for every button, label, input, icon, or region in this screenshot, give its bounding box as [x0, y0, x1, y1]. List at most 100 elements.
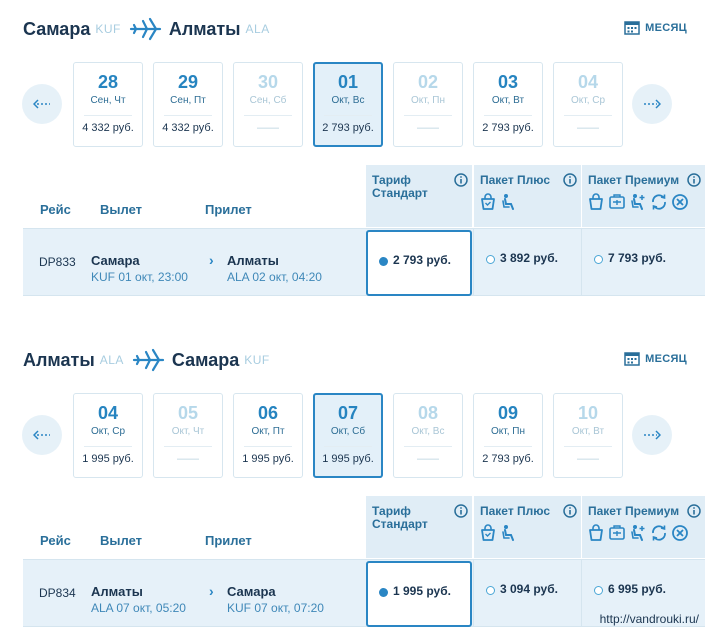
date-number: 30 [257, 72, 279, 92]
price-standard: 2 793 руб. [393, 253, 451, 267]
date-weekday: Сен, Пт [170, 95, 206, 106]
arrow-left-icon [33, 99, 50, 109]
tariff-plus-header[interactable]: Пакет Плюс [474, 165, 581, 227]
divider [244, 446, 292, 447]
to-code: ALA [245, 22, 270, 36]
tariff-standard-title-2: Стандарт [372, 517, 428, 531]
date-cell[interactable]: 06 Окт, Пт 1 995 руб. [233, 393, 303, 478]
price-option-premium[interactable]: 6 995 руб. [582, 560, 705, 626]
month-button[interactable]: МЕСЯЦ [624, 351, 687, 366]
header-flight: Рейс [40, 202, 71, 217]
cancel-icon [672, 194, 688, 210]
info-icon[interactable] [563, 173, 577, 187]
from-city: Самара [23, 18, 91, 39]
departure-time: ALA 07 окт, 05:20 [91, 601, 186, 615]
month-label: МЕСЯЦ [645, 352, 687, 365]
divider [164, 115, 212, 116]
flight-row[interactable]: DP833 Самара KUF 01 окт, 23:00 › Алматы … [23, 228, 705, 296]
date-price: 2 793 руб. [482, 122, 534, 134]
info-icon[interactable] [687, 173, 701, 187]
departure-time: KUF 01 окт, 23:00 [91, 270, 188, 284]
tariff-standard-header[interactable]: Тариф Стандарт [366, 165, 472, 227]
date-cell[interactable]: 08 Окт, Вс —— [393, 393, 463, 478]
radio-selected-icon [379, 588, 388, 597]
date-cell[interactable]: 28 Сен, Чт 4 332 руб. [73, 62, 143, 147]
next-dates-button[interactable] [632, 415, 672, 455]
divider [484, 115, 532, 116]
info-icon[interactable] [687, 504, 701, 518]
date-number: 06 [257, 403, 279, 423]
month-label: МЕСЯЦ [645, 21, 687, 34]
divider [164, 446, 212, 447]
date-weekday: Окт, Чт [171, 426, 205, 437]
date-number: 09 [497, 403, 519, 423]
date-weekday: Окт, Ср [90, 426, 126, 437]
date-cell[interactable]: 29 Сен, Пт 4 332 руб. [153, 62, 223, 147]
to-city: Самара [171, 349, 240, 370]
date-cell[interactable]: 03 Окт, Вт 2 793 руб. [473, 62, 543, 147]
header-arrival: Прилет [205, 202, 252, 217]
date-number: 04 [97, 403, 119, 423]
date-cell[interactable]: 30 Сен, Сб —— [233, 62, 303, 147]
date-number: 10 [577, 403, 599, 423]
info-icon[interactable] [563, 504, 577, 518]
tariff-premium-header[interactable]: Пакет Премиум [582, 165, 705, 227]
date-cell[interactable]: 04 Окт, Ср —— [553, 62, 623, 147]
date-cell[interactable]: 09 Окт, Пн 2 793 руб. [473, 393, 543, 478]
date-price: —— [177, 453, 199, 465]
date-cell[interactable]: 02 Окт, Пн —— [393, 62, 463, 147]
arrival-city: Алматы [227, 253, 279, 268]
seat-icon [502, 525, 514, 541]
radio-icon [594, 255, 603, 264]
tariff-plus-title: Пакет Плюс [480, 504, 551, 518]
price-option-standard[interactable]: 2 793 руб. [366, 230, 472, 296]
bag-icon [481, 193, 495, 210]
route-header: Самара KUF Алматы ALA [23, 14, 278, 44]
arrow-left-icon [33, 430, 50, 440]
price-option-premium[interactable]: 7 793 руб. [582, 229, 705, 295]
tariff-standard-title: Тариф Стандарт [372, 505, 428, 531]
month-button[interactable]: МЕСЯЦ [624, 20, 687, 35]
date-price: 4 332 руб. [82, 122, 134, 134]
date-cell-selected[interactable]: 07 Окт, Сб 1 995 руб. [313, 393, 383, 478]
price-option-plus[interactable]: 3 892 руб. [474, 229, 581, 295]
radio-selected-icon [379, 257, 388, 266]
tariff-premium-icons [587, 524, 689, 542]
divider [581, 560, 582, 626]
price-standard: 1 995 руб. [393, 584, 451, 598]
date-number: 04 [577, 72, 599, 92]
flight-row[interactable]: DP834 Алматы ALA 07 окт, 05:20 › Самара … [23, 559, 705, 627]
date-cell-selected[interactable]: 01 Окт, Вс 2 793 руб. [313, 62, 383, 147]
header-departure: Вылет [100, 533, 143, 548]
info-icon[interactable] [454, 504, 468, 518]
divider [564, 115, 612, 116]
date-number: 07 [337, 403, 359, 423]
date-cell[interactable]: 04 Окт, Ср 1 995 руб. [73, 393, 143, 478]
divider [404, 446, 452, 447]
tariff-premium-header[interactable]: Пакет Премиум [582, 496, 705, 558]
tariff-standard-title-1: Тариф [372, 504, 411, 518]
tariff-plus-title: Пакет Плюс [480, 173, 551, 187]
tariff-plus-header[interactable]: Пакет Плюс [474, 496, 581, 558]
price-option-standard[interactable]: 1 995 руб. [366, 561, 472, 627]
tariff-plus-icons [479, 193, 518, 211]
divider [84, 115, 132, 116]
departure-city: Самара [91, 253, 140, 268]
price-option-plus[interactable]: 3 094 руб. [474, 560, 581, 626]
date-cell[interactable]: 05 Окт, Чт —— [153, 393, 223, 478]
departure-city: Алматы [91, 584, 143, 599]
tariff-premium-title: Пакет Премиум [588, 504, 680, 518]
tariff-standard-header[interactable]: Тариф Стандарт [366, 496, 472, 558]
plane-icon [129, 17, 161, 41]
date-cell[interactable]: 10 Окт, Вт —— [553, 393, 623, 478]
route-header: Алматы ALA Самара KUF [23, 345, 278, 375]
prev-dates-button[interactable] [22, 84, 62, 124]
next-dates-button[interactable] [632, 84, 672, 124]
tariff-premium-icons [587, 193, 689, 211]
refund-icon [652, 194, 666, 210]
date-price: 1 995 руб. [82, 453, 134, 465]
info-icon[interactable] [454, 173, 468, 187]
arrow-right-icon [644, 99, 661, 109]
date-price: 2 793 руб. [482, 453, 534, 465]
prev-dates-button[interactable] [22, 415, 62, 455]
